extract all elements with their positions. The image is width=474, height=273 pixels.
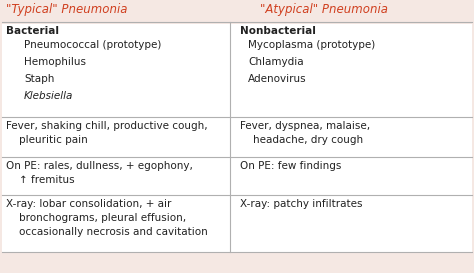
Text: On PE: rales, dullness, + egophony,
    ↑ fremitus: On PE: rales, dullness, + egophony, ↑ fr… (6, 161, 193, 185)
Text: Hemophilus: Hemophilus (24, 57, 86, 67)
Text: Klebsiella: Klebsiella (24, 91, 73, 101)
Text: Mycoplasma (prototype): Mycoplasma (prototype) (248, 40, 375, 50)
Text: Nonbacterial: Nonbacterial (240, 26, 316, 36)
Text: Bacterial: Bacterial (6, 26, 59, 36)
Text: Staph: Staph (24, 74, 55, 84)
Text: Adenovirus: Adenovirus (248, 74, 307, 84)
Text: Pneumococcal (prototype): Pneumococcal (prototype) (24, 40, 161, 50)
Text: "Typical" Pneumonia: "Typical" Pneumonia (6, 3, 128, 16)
Text: On PE: few findings: On PE: few findings (240, 161, 341, 171)
Text: Fever, shaking chill, productive cough,
    pleuritic pain: Fever, shaking chill, productive cough, … (6, 121, 208, 145)
Text: Chlamydia: Chlamydia (248, 57, 304, 67)
Text: X-ray: lobar consolidation, + air
    bronchograms, pleural effusion,
    occasi: X-ray: lobar consolidation, + air bronch… (6, 199, 208, 237)
Text: Fever, dyspnea, malaise,
    headache, dry cough: Fever, dyspnea, malaise, headache, dry c… (240, 121, 370, 145)
Text: X-ray: patchy infiltrates: X-ray: patchy infiltrates (240, 199, 363, 209)
Bar (2, 24, 472, 252)
Text: "Atypical" Pneumonia: "Atypical" Pneumonia (260, 3, 388, 16)
